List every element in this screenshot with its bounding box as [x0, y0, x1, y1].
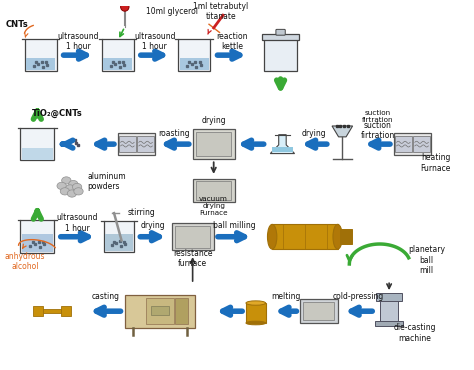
FancyBboxPatch shape — [192, 129, 235, 159]
Ellipse shape — [120, 3, 129, 11]
Text: die-casting
machine: die-casting machine — [393, 323, 436, 343]
Text: suction
firtration: suction firtration — [362, 110, 393, 123]
FancyBboxPatch shape — [262, 34, 299, 40]
Ellipse shape — [246, 321, 265, 325]
FancyBboxPatch shape — [196, 132, 231, 157]
FancyBboxPatch shape — [146, 299, 174, 324]
FancyBboxPatch shape — [276, 29, 285, 35]
FancyBboxPatch shape — [413, 136, 430, 152]
FancyBboxPatch shape — [175, 299, 188, 324]
FancyBboxPatch shape — [22, 148, 53, 160]
FancyBboxPatch shape — [137, 136, 154, 152]
FancyBboxPatch shape — [395, 136, 411, 152]
FancyBboxPatch shape — [103, 58, 132, 70]
Ellipse shape — [267, 224, 277, 249]
FancyBboxPatch shape — [376, 293, 402, 301]
FancyBboxPatch shape — [300, 299, 337, 323]
FancyBboxPatch shape — [118, 133, 155, 155]
Text: ultrasound
1 hour: ultrasound 1 hour — [57, 213, 98, 233]
FancyBboxPatch shape — [43, 309, 62, 313]
FancyBboxPatch shape — [272, 224, 337, 249]
Text: resistance
furnace: resistance furnace — [173, 249, 212, 268]
Text: drying: drying — [141, 221, 165, 231]
FancyBboxPatch shape — [175, 226, 210, 248]
FancyBboxPatch shape — [180, 58, 209, 70]
Text: drying: drying — [201, 116, 226, 125]
FancyBboxPatch shape — [178, 39, 210, 71]
Circle shape — [60, 188, 70, 195]
FancyBboxPatch shape — [25, 39, 56, 71]
Polygon shape — [332, 126, 353, 137]
FancyBboxPatch shape — [26, 58, 55, 70]
Text: anhydrous
alcohol: anhydrous alcohol — [5, 252, 46, 271]
FancyBboxPatch shape — [20, 221, 54, 253]
FancyBboxPatch shape — [22, 234, 53, 252]
FancyBboxPatch shape — [375, 321, 403, 326]
Circle shape — [65, 185, 75, 192]
Text: planetary
ball
mill: planetary ball mill — [408, 245, 445, 275]
FancyBboxPatch shape — [119, 136, 136, 152]
Circle shape — [62, 177, 71, 184]
Text: melting: melting — [271, 292, 301, 301]
Polygon shape — [272, 147, 293, 152]
Text: 10ml glycerol: 10ml glycerol — [146, 7, 198, 16]
Text: vacuum
drying
Furnace: vacuum drying Furnace — [199, 196, 228, 216]
FancyBboxPatch shape — [394, 133, 431, 155]
FancyBboxPatch shape — [33, 306, 44, 316]
Text: casting: casting — [91, 292, 119, 301]
Text: heating
Furnace: heating Furnace — [421, 153, 451, 173]
FancyBboxPatch shape — [103, 221, 134, 252]
FancyBboxPatch shape — [61, 306, 72, 316]
FancyBboxPatch shape — [125, 295, 195, 327]
Text: aluminum
powders: aluminum powders — [87, 172, 126, 191]
Text: 1ml tetrabutyl
titanate: 1ml tetrabutyl titanate — [193, 2, 248, 21]
FancyBboxPatch shape — [151, 306, 169, 315]
Ellipse shape — [246, 301, 265, 305]
Text: CNTs: CNTs — [6, 20, 28, 29]
Circle shape — [73, 184, 82, 191]
Circle shape — [57, 182, 66, 189]
Text: reaction
kettle: reaction kettle — [216, 32, 248, 51]
FancyBboxPatch shape — [172, 223, 214, 250]
FancyBboxPatch shape — [20, 128, 54, 161]
Text: TiO₂@CNTs: TiO₂@CNTs — [32, 109, 82, 118]
Polygon shape — [270, 135, 295, 154]
FancyBboxPatch shape — [102, 39, 134, 71]
Ellipse shape — [333, 224, 342, 249]
FancyBboxPatch shape — [264, 39, 297, 71]
Text: stirring: stirring — [128, 208, 155, 216]
Circle shape — [74, 188, 83, 195]
FancyBboxPatch shape — [303, 302, 334, 320]
Text: ultrasound
1 hour: ultrasound 1 hour — [57, 32, 99, 51]
FancyBboxPatch shape — [380, 299, 398, 323]
Text: suction
firtration: suction firtration — [360, 121, 394, 140]
FancyBboxPatch shape — [196, 181, 231, 200]
Text: cold-pressing: cold-pressing — [333, 292, 384, 301]
FancyBboxPatch shape — [340, 229, 352, 244]
Text: drying: drying — [302, 129, 327, 138]
Text: roasting: roasting — [159, 129, 190, 138]
FancyBboxPatch shape — [246, 303, 265, 323]
Text: ball milling: ball milling — [213, 221, 255, 231]
FancyBboxPatch shape — [192, 179, 235, 202]
FancyBboxPatch shape — [105, 235, 133, 252]
Text: ultrasound
1 hour: ultrasound 1 hour — [134, 32, 175, 51]
Circle shape — [67, 190, 77, 197]
Circle shape — [69, 181, 78, 188]
